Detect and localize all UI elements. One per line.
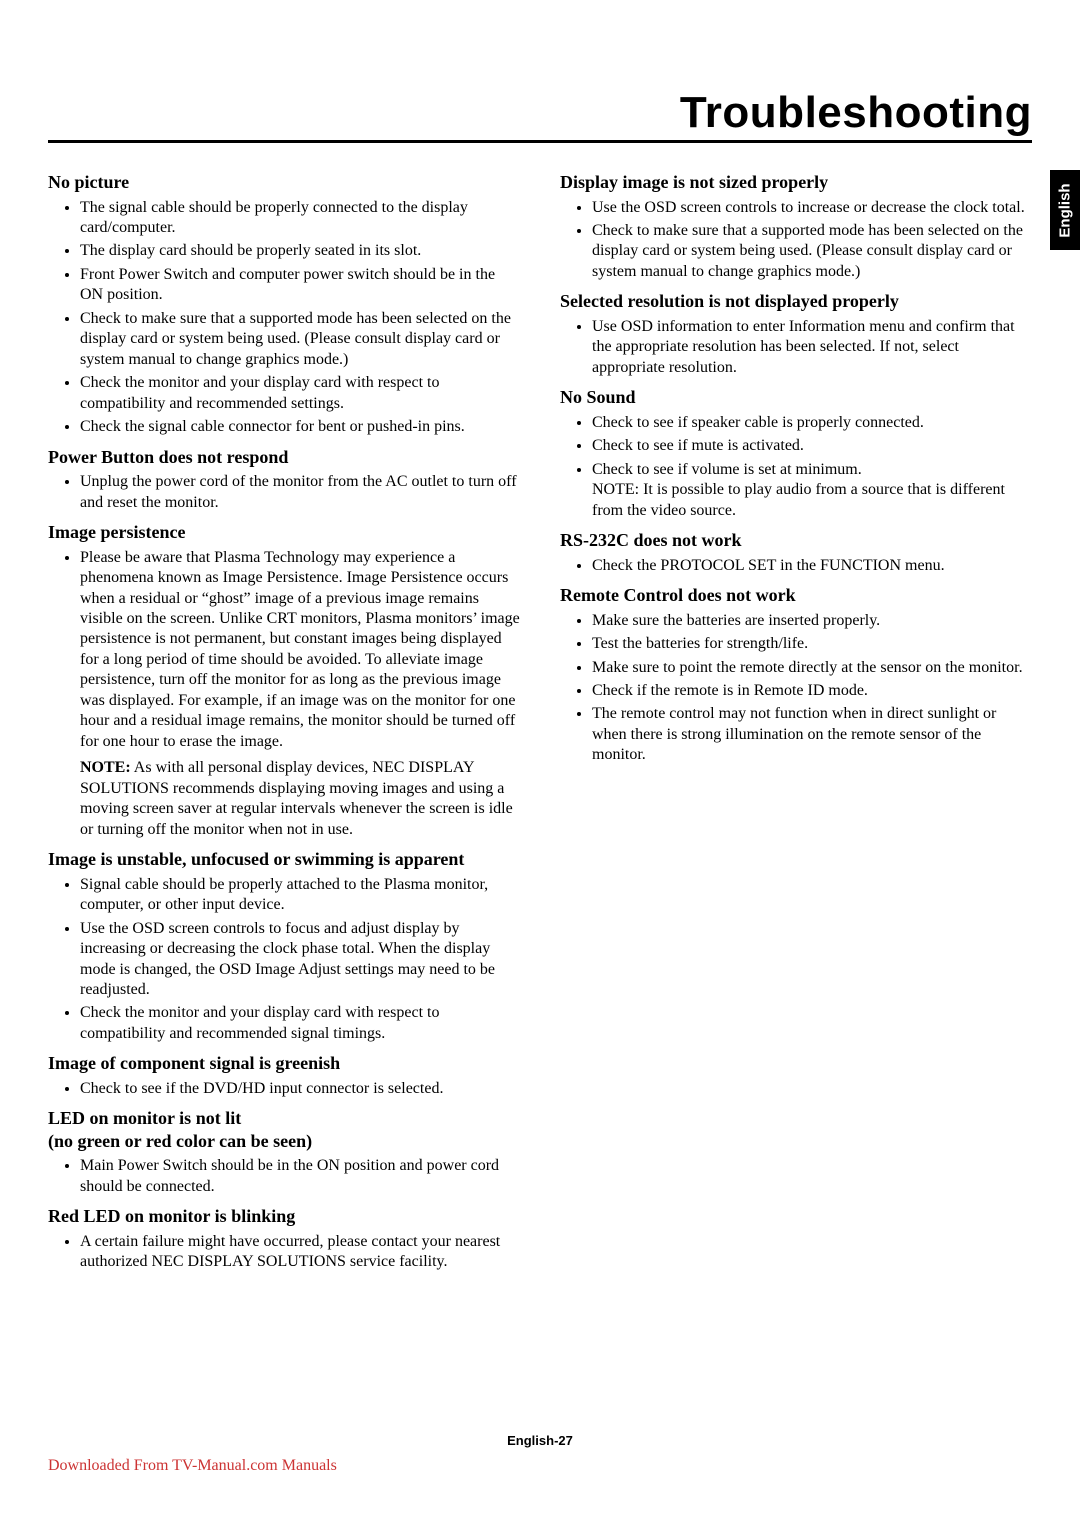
section-heading: Display image is not sized properly — [560, 171, 1032, 194]
language-tab: English — [1050, 170, 1080, 250]
left-column: No picture The signal cable should be pr… — [48, 163, 520, 1279]
list-item: Check the PROTOCOL SET in the FUNCTION m… — [592, 556, 1032, 576]
list-item: Check to see if mute is activated. — [592, 436, 1032, 456]
list-item: Front Power Switch and computer power sw… — [80, 265, 520, 306]
list-item: Main Power Switch should be in the ON po… — [80, 1156, 520, 1197]
list-item: Unplug the power cord of the monitor fro… — [80, 472, 520, 513]
list-item: Check the monitor and your display card … — [80, 1003, 520, 1044]
bullet-list: Please be aware that Plasma Technology m… — [48, 548, 520, 753]
list-item: Use the OSD screen controls to increase … — [592, 198, 1032, 218]
download-source-link[interactable]: Downloaded From TV-Manual.com Manuals — [48, 1457, 337, 1475]
list-item: Use the OSD screen controls to focus and… — [80, 919, 520, 1001]
section-heading: Remote Control does not work — [560, 584, 1032, 607]
section-heading: Selected resolution is not displayed pro… — [560, 290, 1032, 313]
list-item: Please be aware that Plasma Technology m… — [80, 548, 520, 753]
list-item: The display card should be properly seat… — [80, 241, 520, 261]
list-item: Check to make sure that a supported mode… — [80, 309, 520, 370]
note-body: As with all personal display devices, NE… — [80, 759, 513, 837]
content-columns: No picture The signal cable should be pr… — [48, 163, 1032, 1279]
list-item: Check to make sure that a supported mode… — [592, 221, 1032, 282]
page: Troubleshooting No picture The signal ca… — [48, 88, 1032, 1427]
list-item: A certain failure might have occurred, p… — [80, 1232, 520, 1273]
list-item: Use OSD information to enter Information… — [592, 317, 1032, 378]
bullet-list: Check the PROTOCOL SET in the FUNCTION m… — [560, 556, 1032, 576]
list-item: Check if the remote is in Remote ID mode… — [592, 681, 1032, 701]
list-item: Make sure to point the remote directly a… — [592, 658, 1032, 678]
list-item: The signal cable should be properly conn… — [80, 198, 520, 239]
section-heading: Red LED on monitor is blinking — [48, 1205, 520, 1228]
section-heading: No picture — [48, 171, 520, 194]
section-heading: RS-232C does not work — [560, 529, 1032, 552]
section-heading: LED on monitor is not lit (no green or r… — [48, 1107, 520, 1152]
bullet-list: Main Power Switch should be in the ON po… — [48, 1156, 520, 1197]
list-item: Test the batteries for strength/life. — [592, 634, 1032, 654]
list-item: Check the monitor and your display card … — [80, 373, 520, 414]
list-item: Check the signal cable connector for ben… — [80, 417, 520, 437]
list-item: Make sure the batteries are inserted pro… — [592, 611, 1032, 631]
language-tab-label: English — [1057, 183, 1074, 237]
bullet-list: Make sure the batteries are inserted pro… — [560, 611, 1032, 766]
section-heading: No Sound — [560, 386, 1032, 409]
section-heading: Image is unstable, unfocused or swimming… — [48, 848, 520, 871]
bullet-list: Use OSD information to enter Information… — [560, 317, 1032, 378]
list-item: Check to see if the DVD/HD input connect… — [80, 1079, 520, 1099]
page-number: English-27 — [0, 1433, 1080, 1448]
page-title: Troubleshooting — [48, 88, 1032, 143]
bullet-list: A certain failure might have occurred, p… — [48, 1232, 520, 1273]
bullet-list: Check to see if speaker cable is properl… — [560, 413, 1032, 521]
section-heading: Image persistence — [48, 521, 520, 544]
note-label: NOTE: — [80, 759, 131, 776]
bullet-list: Signal cable should be properly attached… — [48, 875, 520, 1045]
section-heading: Image of component signal is greenish — [48, 1052, 520, 1075]
list-item: Check to see if volume is set at minimum… — [592, 460, 1032, 521]
note-text: NOTE: As with all personal display devic… — [80, 758, 520, 840]
bullet-list: The signal cable should be properly conn… — [48, 198, 520, 438]
section-heading: Power Button does not respond — [48, 446, 520, 469]
section-heading-line2: (no green or red color can be seen) — [48, 1131, 312, 1151]
bullet-list: Use the OSD screen controls to increase … — [560, 198, 1032, 283]
list-item: Check to see if speaker cable is properl… — [592, 413, 1032, 433]
list-item: The remote control may not function when… — [592, 704, 1032, 765]
right-column: Display image is not sized properly Use … — [560, 163, 1032, 1279]
bullet-list: Check to see if the DVD/HD input connect… — [48, 1079, 520, 1099]
list-item: Signal cable should be properly attached… — [80, 875, 520, 916]
bullet-list: Unplug the power cord of the monitor fro… — [48, 472, 520, 513]
section-heading-line1: LED on monitor is not lit — [48, 1108, 241, 1128]
